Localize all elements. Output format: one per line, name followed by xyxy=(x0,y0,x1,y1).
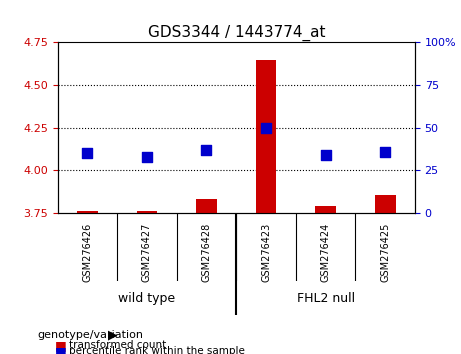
Bar xyxy=(315,206,336,213)
Point xyxy=(381,149,389,154)
Bar xyxy=(255,59,277,213)
Text: GSM276425: GSM276425 xyxy=(380,223,390,282)
Bar xyxy=(375,195,396,213)
Text: GSM276427: GSM276427 xyxy=(142,223,152,282)
Text: genotype/variation: genotype/variation xyxy=(37,330,143,339)
Text: percentile rank within the sample: percentile rank within the sample xyxy=(69,346,245,354)
Text: FHL2 null: FHL2 null xyxy=(296,292,355,304)
Text: GSM276424: GSM276424 xyxy=(320,223,331,282)
Point xyxy=(84,150,91,156)
Bar xyxy=(77,211,98,213)
Text: ▶: ▶ xyxy=(108,328,118,341)
Text: GSM276426: GSM276426 xyxy=(83,223,92,282)
Title: GDS3344 / 1443774_at: GDS3344 / 1443774_at xyxy=(148,25,325,41)
Point xyxy=(203,147,210,153)
Bar xyxy=(196,199,217,213)
Text: wild type: wild type xyxy=(118,292,176,304)
Point xyxy=(143,154,151,159)
Point xyxy=(262,125,270,131)
Bar xyxy=(136,211,157,213)
Text: GSM276428: GSM276428 xyxy=(201,223,212,282)
Text: ■: ■ xyxy=(55,345,67,354)
Text: ■: ■ xyxy=(55,339,67,352)
Text: transformed count: transformed count xyxy=(69,340,166,350)
Point xyxy=(322,152,329,158)
Text: GSM276423: GSM276423 xyxy=(261,223,271,282)
